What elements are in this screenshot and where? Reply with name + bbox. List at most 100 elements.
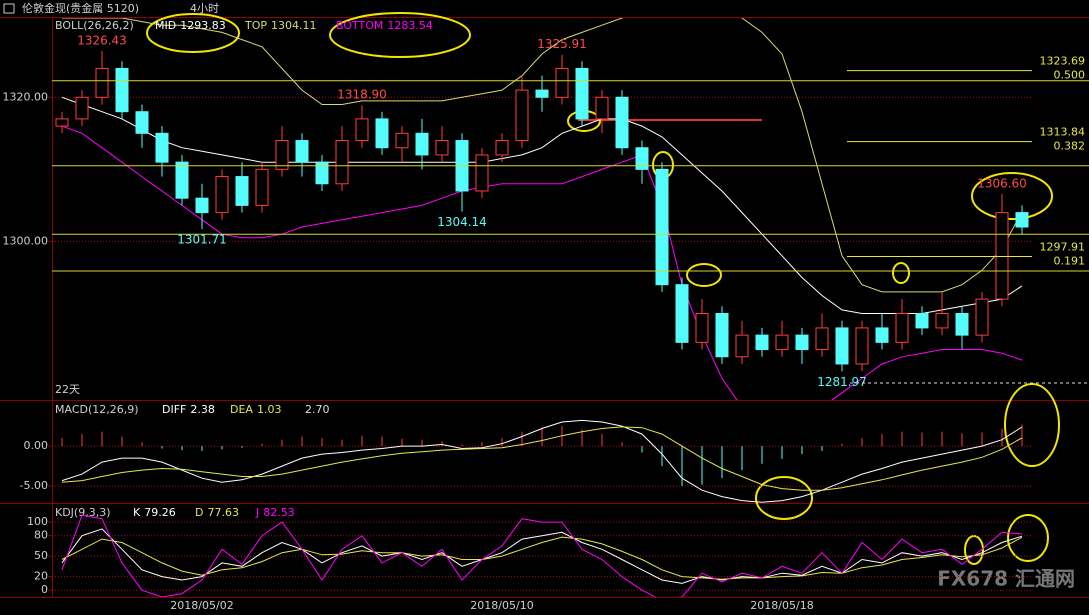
price-label: 1325.91 — [537, 37, 587, 51]
price-label: 1306.60 — [977, 176, 1027, 190]
x-tick-label: 2018/05/02 — [170, 599, 233, 612]
x-tick-label: 2018/05/18 — [750, 599, 813, 612]
legend-value: 1.03 — [257, 403, 282, 416]
fib-ratio: 0.382 — [1054, 140, 1086, 153]
candle-body — [755, 334, 769, 351]
candle-body — [75, 96, 89, 120]
candle-body — [895, 313, 909, 343]
candle-body — [255, 168, 269, 206]
highlight — [964, 535, 984, 565]
fib-price: 1323.69 — [1040, 55, 1086, 68]
indicator-title: KDJ(9,3,3) — [55, 506, 111, 519]
price-label: 1326.43 — [77, 33, 127, 47]
indicator-line — [61, 514, 1023, 597]
legend-name: BOTTOM — [336, 19, 383, 32]
candle-body — [95, 67, 109, 98]
candle-body — [475, 154, 489, 192]
legend-value: 2.38 — [190, 403, 215, 416]
y-tick-label: -5.00 — [20, 479, 48, 492]
fib-ratio: 0.500 — [1054, 69, 1086, 82]
price-label: 1281.97 — [817, 375, 867, 389]
candle-body — [695, 313, 709, 343]
candle-body — [415, 132, 429, 156]
watermark: FX678 汇通网 — [937, 567, 1075, 591]
highlight — [1004, 383, 1060, 467]
instrument-title: 伦敦金现(贵金属 5120) — [22, 1, 139, 15]
highlight — [892, 262, 910, 284]
candle-body — [875, 327, 889, 343]
indicator-title: BOLL(26,26,2) — [55, 19, 134, 32]
candle-body — [555, 67, 569, 98]
candle-body — [295, 140, 309, 163]
candle-body — [375, 118, 389, 149]
highlight — [971, 172, 1053, 220]
legend-name: TOP — [244, 19, 267, 32]
indicator-line — [62, 18, 1023, 293]
y-tick-label: 20 — [34, 570, 48, 583]
candle-body — [195, 197, 209, 214]
legend-value: 82.53 — [263, 506, 295, 519]
candle-body — [235, 176, 249, 206]
fib-price: 1313.84 — [1040, 126, 1086, 139]
candle-body — [55, 118, 69, 127]
candle-body — [935, 313, 949, 329]
indicator-line — [61, 96, 1023, 314]
legend-name: DEA — [230, 403, 253, 416]
y-tick-label: 50 — [34, 549, 48, 562]
candle-body — [335, 140, 349, 185]
candle-body — [435, 140, 449, 156]
candle-body — [135, 111, 149, 134]
candle-body — [615, 96, 629, 149]
icon — [3, 3, 15, 14]
candle-body — [855, 327, 869, 365]
highlight — [755, 476, 813, 520]
period: 4小时 — [190, 2, 219, 15]
indicator-title: MACD(12,26,9) — [55, 403, 139, 416]
y-tick-label: 100 — [27, 515, 48, 528]
candle-body — [535, 89, 549, 98]
plot — [61, 419, 1023, 503]
legend-name: K — [133, 506, 141, 519]
highlight — [146, 13, 240, 53]
candle-body — [635, 147, 649, 170]
note: 22天 — [55, 383, 80, 396]
candle-body — [515, 89, 529, 142]
candle-body — [215, 176, 229, 214]
indicator-line — [61, 528, 1023, 584]
candle-body — [595, 96, 609, 120]
y-tick-label: 1320.00 — [3, 90, 49, 103]
candle-body — [715, 313, 729, 358]
price-label: 1304.14 — [437, 215, 487, 229]
y-tick-label: 80 — [34, 529, 48, 542]
legend-value: 79.26 — [144, 506, 176, 519]
price-label: 1301.71 — [177, 233, 227, 247]
candle-body — [275, 140, 289, 170]
x-tick-label: 2018/05/10 — [470, 599, 533, 612]
indicator-line — [61, 426, 1023, 491]
legend-value: 2.70 — [305, 403, 330, 416]
legend-value: 77.63 — [207, 506, 239, 519]
candle-body — [955, 313, 969, 336]
legend-name: D — [195, 506, 203, 519]
candle-body — [915, 313, 929, 329]
legend-value: 1304.11 — [271, 19, 317, 32]
candle-body — [655, 168, 669, 286]
candle-body — [735, 334, 749, 358]
candle-body — [355, 118, 369, 142]
highlight — [329, 12, 471, 58]
legend-name: DIFF — [162, 403, 186, 416]
candle-body — [495, 140, 509, 156]
fib-ratio: 0.191 — [1054, 254, 1086, 267]
y-tick-label: 0.00 — [24, 439, 49, 452]
indicator-line — [61, 419, 1023, 503]
y-tick-label: 0 — [41, 583, 48, 596]
highlight — [1007, 514, 1049, 562]
candle-body — [975, 298, 989, 336]
price-label: 1318.90 — [337, 88, 387, 102]
candle-body — [115, 67, 129, 113]
candle-body — [155, 132, 169, 163]
candle-body — [995, 212, 1009, 300]
legend-value: 1293.83 — [180, 19, 226, 32]
